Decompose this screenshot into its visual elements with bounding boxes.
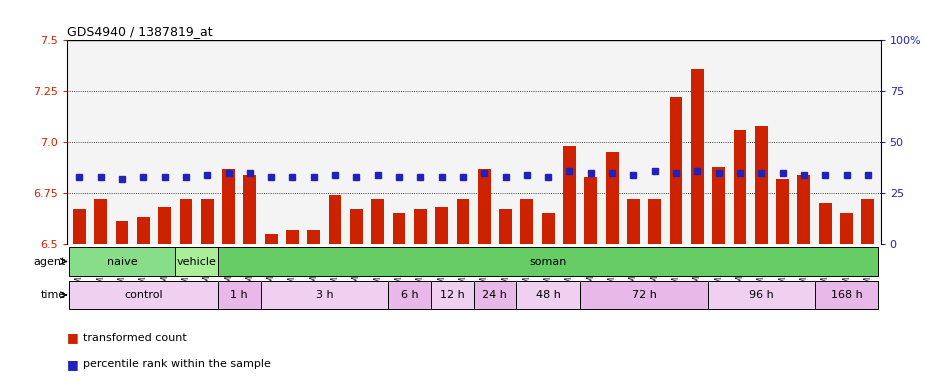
Text: 3 h: 3 h [315,290,333,300]
Text: ■: ■ [67,331,79,344]
Bar [670,97,683,244]
Bar [413,209,426,244]
Text: control: control [124,290,163,300]
Bar [261,281,388,309]
Bar [542,213,555,244]
Text: 1 h: 1 h [230,290,248,300]
Bar [840,213,853,244]
Bar [201,199,214,244]
Text: 24 h: 24 h [483,290,507,300]
Bar [606,152,619,244]
Bar [431,281,474,309]
Bar [478,169,490,244]
Bar [68,247,175,276]
Bar [436,207,448,244]
Bar [265,233,277,244]
Bar [73,209,86,244]
Bar [94,199,107,244]
Text: agent: agent [34,257,67,266]
Bar [388,281,431,309]
Bar [222,169,235,244]
Bar [218,247,879,276]
Bar [392,213,405,244]
Bar [175,247,218,276]
Text: 12 h: 12 h [440,290,464,300]
Text: vehicle: vehicle [177,257,216,266]
Text: percentile rank within the sample: percentile rank within the sample [83,359,271,369]
Bar [585,177,598,244]
Bar [691,69,704,244]
Bar [648,199,661,244]
Bar [797,175,810,244]
Text: ■: ■ [67,358,79,371]
Bar [712,167,725,244]
Bar [218,281,261,309]
Text: GDS4940 / 1387819_at: GDS4940 / 1387819_at [67,25,212,38]
Text: 96 h: 96 h [749,290,773,300]
Bar [563,146,576,244]
Bar [307,230,320,244]
Bar [328,195,341,244]
Text: time: time [41,290,67,300]
Bar [521,199,534,244]
Bar [819,203,832,244]
Bar [137,217,150,244]
Bar [116,222,129,244]
Text: 168 h: 168 h [831,290,862,300]
Bar [243,175,256,244]
Text: 48 h: 48 h [536,290,561,300]
Bar [861,199,874,244]
Bar [68,281,218,309]
Text: transformed count: transformed count [83,333,187,343]
Text: 72 h: 72 h [632,290,657,300]
Bar [179,199,192,244]
Text: soman: soman [529,257,567,266]
Bar [371,199,384,244]
Text: 6 h: 6 h [401,290,418,300]
Bar [734,130,746,244]
Bar [500,209,512,244]
Bar [627,199,640,244]
Bar [580,281,708,309]
Bar [708,281,815,309]
Text: naive: naive [106,257,137,266]
Bar [457,199,469,244]
Bar [474,281,516,309]
Bar [815,281,879,309]
Bar [516,281,580,309]
Bar [776,179,789,244]
Bar [286,230,299,244]
Bar [755,126,768,244]
Bar [158,207,171,244]
Bar [350,209,363,244]
